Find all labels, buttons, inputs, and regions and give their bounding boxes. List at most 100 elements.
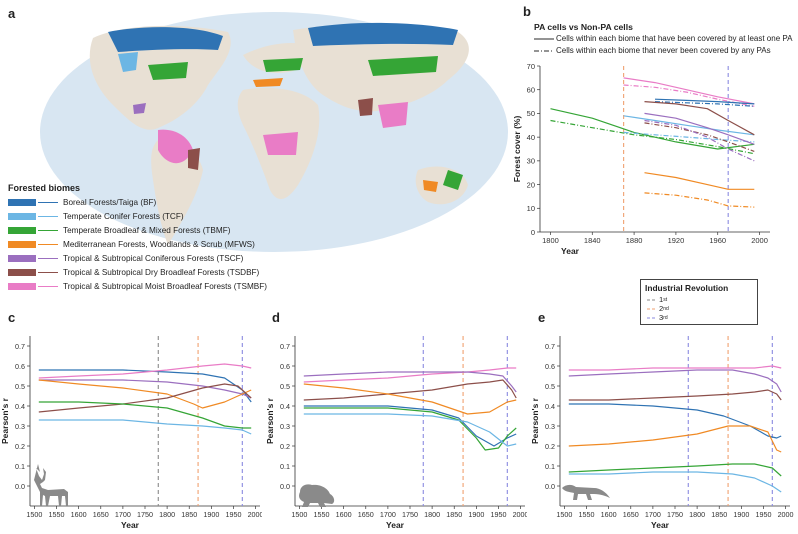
series-line-bf [568, 403, 782, 439]
x-axis-label: Year [386, 520, 405, 530]
dashed-line-icon [647, 299, 656, 300]
x-tick-label: 1850 [711, 510, 727, 519]
legend-item-tcf: Temperate Conifer Forests (TCF) [8, 211, 184, 222]
panel-label-e: e [538, 310, 546, 325]
x-tick-label: 1550 [579, 510, 595, 519]
frog-icon [299, 484, 335, 507]
x-tick-label: 1800 [159, 510, 175, 519]
series-line-tscf-nonpa [644, 119, 755, 162]
y-tick-label: 0.1 [545, 462, 555, 471]
dashed-line-icon [647, 317, 656, 318]
x-tick-label: 1750 [402, 510, 418, 519]
y-tick-label: 0.3 [280, 422, 290, 431]
legend-line [38, 216, 58, 217]
y-tick-label: 0.5 [545, 382, 555, 391]
y-tick-label: 0.4 [280, 402, 290, 411]
b-legend-dashed: Cells within each biome that never been … [534, 46, 771, 55]
legend-swatch [8, 241, 36, 248]
series-line-tscf [303, 371, 517, 393]
series-line-tscf [38, 379, 252, 399]
legend-label: Temperate Conifer Forests (TCF) [63, 212, 184, 221]
legend-item-tsdbf: Tropical & Subtropical Dry Broadleaf For… [8, 267, 259, 278]
legend-swatch [8, 269, 36, 276]
x-tick-label: 1800 [424, 510, 440, 519]
x-tick-label: 1600 [71, 510, 87, 519]
y-axis-label: Pearson's r [530, 397, 540, 444]
x-tick-label: 1950 [225, 510, 241, 519]
map-biomes [108, 22, 463, 192]
dashed-line-icon [534, 49, 554, 52]
correlation-chart-e: 0.0 0.1 0.2 0.3 0.4 0.5 0.6 0.7 1500 1550 1600 1650… [530, 336, 794, 530]
plot-area [295, 336, 525, 506]
x-tick-label: 1650 [623, 510, 639, 519]
series-line-tsmbf [303, 367, 517, 383]
legend-line [38, 286, 58, 287]
x-tick-label: 1950 [755, 510, 771, 519]
map-legend-title: Forested biomes [8, 183, 81, 193]
x-tick-label: 1700 [380, 510, 396, 519]
x-tick-label: 2000 [751, 236, 768, 245]
ir-legend-label: 2 [659, 304, 664, 313]
x-tick-label: 1900 [468, 510, 484, 519]
x-tick-label: 1700 [115, 510, 131, 519]
series-line-bf [654, 98, 755, 105]
y-tick-label: 10 [527, 204, 535, 213]
y-tick-label: 0.7 [280, 342, 290, 351]
y-tick-label: 0.4 [15, 402, 25, 411]
y-tick-label: 0 [531, 228, 535, 237]
x-tick-label: 1550 [314, 510, 330, 519]
series-line-tsdbf [644, 101, 755, 136]
series-line-tsmbf-nonpa [623, 84, 755, 107]
x-tick-label: 1750 [667, 510, 683, 519]
y-tick-label: 0.6 [280, 362, 290, 371]
series-line-tsdbf [38, 383, 252, 413]
y-tick-label: 0.0 [545, 482, 555, 491]
y-axis-label: Pearson's r [265, 397, 275, 444]
y-tick-label: 0.4 [545, 402, 555, 411]
y-tick-label: 0.6 [15, 362, 25, 371]
x-tick-label: 1500 [291, 510, 307, 519]
panel-label-a: a [8, 6, 16, 21]
panel-label-c: c [8, 310, 16, 325]
legend-item-tsmbf: Tropical & Subtropical Moist Broadleaf F… [8, 281, 267, 292]
panel-label-b: b [523, 4, 531, 19]
ir-legend-label: 1 [659, 295, 664, 304]
dashed-line-icon [647, 308, 656, 309]
series-line-tbmf [568, 463, 782, 477]
series-line-tsdbf [568, 389, 782, 401]
x-tick-label: 1920 [668, 236, 685, 245]
legend-swatch [8, 283, 36, 290]
x-tick-label: 1500 [556, 510, 572, 519]
x-tick-label: 1850 [446, 510, 462, 519]
series-line-tcf [38, 419, 252, 435]
legend-swatch [8, 255, 36, 262]
series-line-tscf [644, 112, 755, 145]
x-tick-label: 1900 [733, 510, 749, 519]
world-map [40, 12, 508, 252]
series-line-tscf [568, 369, 782, 393]
series-line-tsdbf [303, 379, 517, 401]
legend-label: Mediterranean Forests, Woodlands & Scrub… [63, 240, 255, 249]
x-tick-label: 1650 [93, 510, 109, 519]
y-tick-label: 0.7 [545, 342, 555, 351]
x-tick-label: 1500 [26, 510, 42, 519]
legend-line [38, 202, 58, 203]
ir-legend-label: 3 [659, 313, 664, 322]
legend-line [38, 258, 58, 259]
panel-label-d: d [272, 310, 280, 325]
series-line-mfws [303, 383, 517, 415]
series-line-tsmbf [568, 365, 782, 371]
x-tick-label: 1750 [137, 510, 153, 519]
x-tick-label: 2000 [513, 510, 527, 519]
legend-swatch [8, 213, 36, 220]
legend-label: Tropical & Subtropical Moist Broadleaf F… [63, 282, 267, 291]
y-axis-label: Pearson's r [0, 397, 10, 444]
lizard-icon [562, 484, 610, 500]
x-tick-label: 1960 [709, 236, 726, 245]
y-axis-label: Forest cover (%) [512, 116, 522, 183]
legend-label: Tropical & Subtropical Coniferous Forest… [63, 254, 244, 263]
series-line-tbmf [550, 108, 755, 150]
